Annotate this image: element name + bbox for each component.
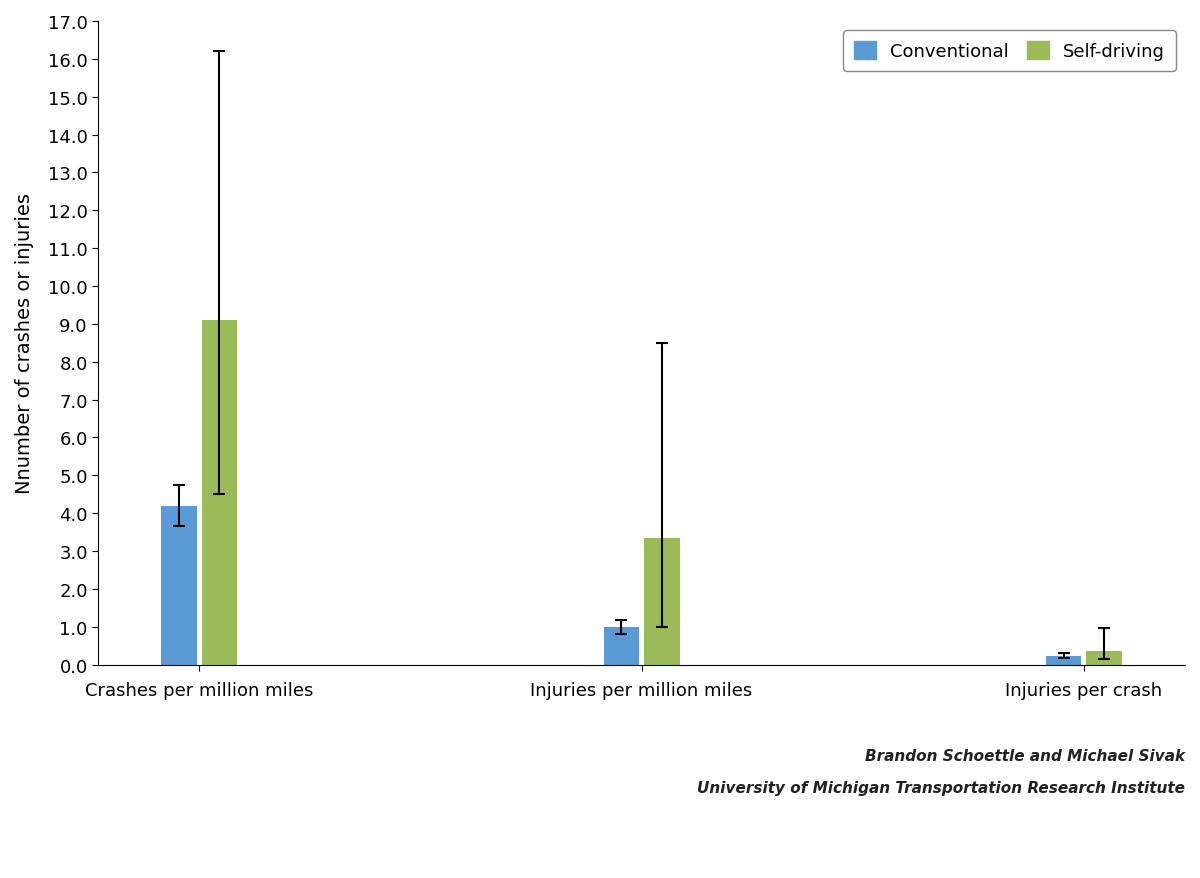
Bar (161, 506, 197, 665)
Bar (1046, 656, 1081, 665)
Text: Brandon Schoettle and Michael Sivak: Brandon Schoettle and Michael Sivak (865, 748, 1186, 764)
Legend: Conventional, Self-driving: Conventional, Self-driving (844, 31, 1176, 72)
Text: University of Michigan Transportation Research Institute: University of Michigan Transportation Re… (697, 781, 1186, 795)
Y-axis label: Nnumber of crashes or injuries: Nnumber of crashes or injuries (14, 193, 34, 493)
Bar (1086, 651, 1122, 665)
Bar (644, 538, 679, 665)
Bar (202, 320, 238, 665)
Bar (604, 627, 640, 665)
